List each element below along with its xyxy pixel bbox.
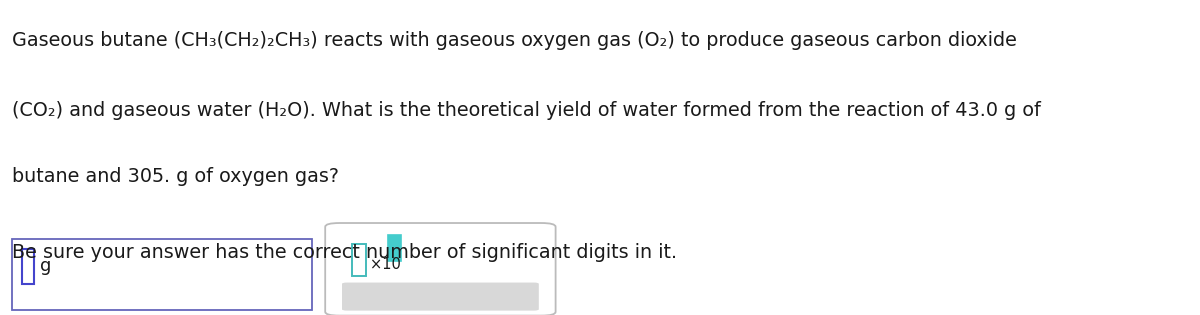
Text: Gaseous butane (CH₃(CH₂)₂CH₃) reacts with gaseous oxygen gas (O₂) to produce gas: Gaseous butane (CH₃(CH₂)₂CH₃) reacts wit… xyxy=(12,32,1016,50)
Text: ×10: ×10 xyxy=(370,257,401,272)
Text: g: g xyxy=(40,257,50,275)
Text: butane and 305. g of oxygen gas?: butane and 305. g of oxygen gas? xyxy=(12,167,340,186)
Text: (CO₂) and gaseous water (H₂O). What is the theoretical yield of water formed fro: (CO₂) and gaseous water (H₂O). What is t… xyxy=(12,101,1040,120)
Text: Be sure your answer has the correct number of significant digits in it.: Be sure your answer has the correct numb… xyxy=(12,243,677,261)
